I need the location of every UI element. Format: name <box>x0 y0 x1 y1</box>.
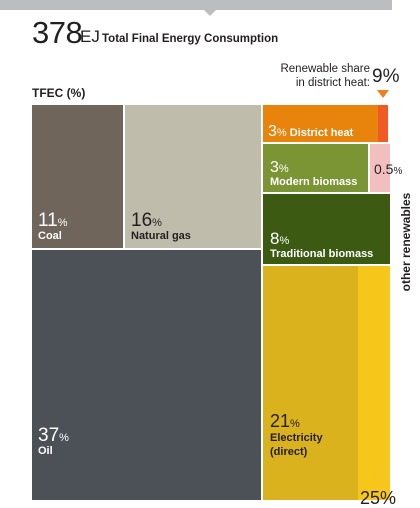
renewable-share-value: 9% <box>372 66 400 87</box>
name-label-coal: Coal <box>38 230 62 242</box>
tile-electricity-direct <box>263 266 358 500</box>
tile-modern-biomass <box>263 144 368 192</box>
top-bar-notch <box>204 10 216 16</box>
electricity-renewable-share-bar <box>358 266 390 500</box>
total-label: Total Final Energy Consumption <box>102 33 279 45</box>
name-label-traditional-biomass: Traditional biomass <box>270 248 373 260</box>
tile-oil <box>32 250 261 500</box>
renewable-share-label-line1: Renewable share <box>280 63 370 75</box>
tile-traditional-biomass <box>263 194 390 264</box>
value-label-natural-gas: 16% <box>131 210 162 231</box>
renewable-share-label-line2: in district heat: <box>295 77 370 89</box>
name-label-oil: Oil <box>38 445 53 457</box>
other-renewables-text: other renewables <box>399 192 413 292</box>
tile-coal <box>32 105 123 248</box>
name-label-natural-gas: Natural gas <box>131 230 191 242</box>
value-label-modern-biomass: 3% <box>270 159 289 176</box>
total-unit: EJ <box>80 27 100 46</box>
district-heat-renewable-share-bar <box>378 105 388 142</box>
value-label-oil: 37% <box>38 425 69 446</box>
renewable-share-label: Renewable share in district heat: <box>252 62 370 90</box>
value-label-district-heat: 3% District heat <box>268 123 354 140</box>
value-label-other-renewables-small: 0.5% <box>374 161 402 177</box>
tfec-label: TFEC (%) <box>32 86 86 100</box>
name-label-modern-biomass: Modern biomass <box>270 176 357 188</box>
other-renewables-label: other renewables <box>396 188 416 296</box>
electricity-renewable-share-value: 25% <box>360 488 397 508</box>
tile-district-heat <box>263 105 388 142</box>
value-label-coal: 11% <box>38 210 68 231</box>
tile-natural-gas <box>125 105 261 248</box>
electricity-renewable-arrow <box>368 475 380 483</box>
name-label-electricity: Electricity <box>270 432 323 444</box>
name-label-electricity-1: (direct) <box>270 446 308 458</box>
tile-other-renewables-small <box>370 144 390 192</box>
value-label-electricity: 21% <box>270 411 300 431</box>
total-value: 378 <box>32 15 83 50</box>
value-label-traditional-biomass: 8% <box>270 229 289 248</box>
renewable-share-arrow <box>377 90 389 98</box>
top-bar <box>0 0 392 10</box>
